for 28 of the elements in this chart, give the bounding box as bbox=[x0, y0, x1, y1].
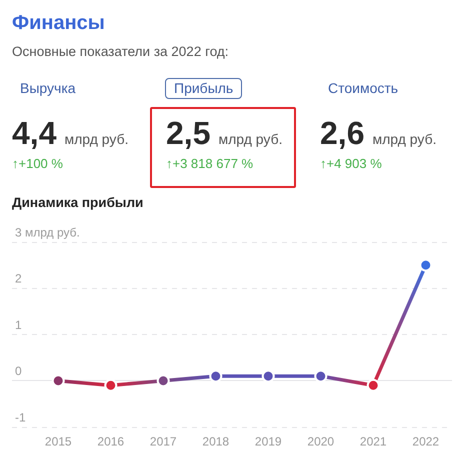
text: ↑+3 818 677 % bbox=[166, 156, 254, 171]
y-tick-label: -1 bbox=[15, 410, 26, 424]
tab: Прибыль bbox=[165, 78, 242, 99]
x-tick-label: 2018 bbox=[202, 434, 230, 449]
x-tick-label: 2020 bbox=[307, 434, 334, 449]
y-tick-label: 1 bbox=[15, 318, 22, 332]
text: 4,4 bbox=[12, 115, 56, 151]
y-tick-label: 2 bbox=[15, 272, 22, 286]
text: Выручка bbox=[11, 78, 85, 99]
x-tick-label: 2022 bbox=[412, 434, 440, 449]
text: Стоимость bbox=[319, 78, 408, 99]
text: 2,5 bbox=[166, 115, 210, 151]
x-tick-label: 2015 bbox=[44, 434, 72, 449]
y-tick-label: 0 bbox=[15, 364, 22, 378]
text: млрд руб. bbox=[372, 131, 436, 147]
text: млрд руб. bbox=[64, 131, 128, 147]
x-tick-label: 2016 bbox=[97, 434, 124, 449]
text: 2,6 bbox=[320, 115, 364, 151]
text: Финансы bbox=[12, 11, 105, 35]
chart-title: Динамика прибыли bbox=[12, 195, 144, 211]
x-tick-label: 2021 bbox=[360, 434, 387, 449]
text: ↑+4 903 % bbox=[320, 156, 382, 171]
x-tick-label: 2017 bbox=[150, 434, 177, 449]
x-tick-label: 2019 bbox=[254, 434, 282, 449]
text: ↑+100 % bbox=[12, 156, 63, 171]
text: Основные показатели за 2022 год: bbox=[12, 44, 229, 60]
y-tick-label: 3 млрд руб. bbox=[15, 225, 80, 240]
text: млрд руб. bbox=[218, 131, 282, 147]
